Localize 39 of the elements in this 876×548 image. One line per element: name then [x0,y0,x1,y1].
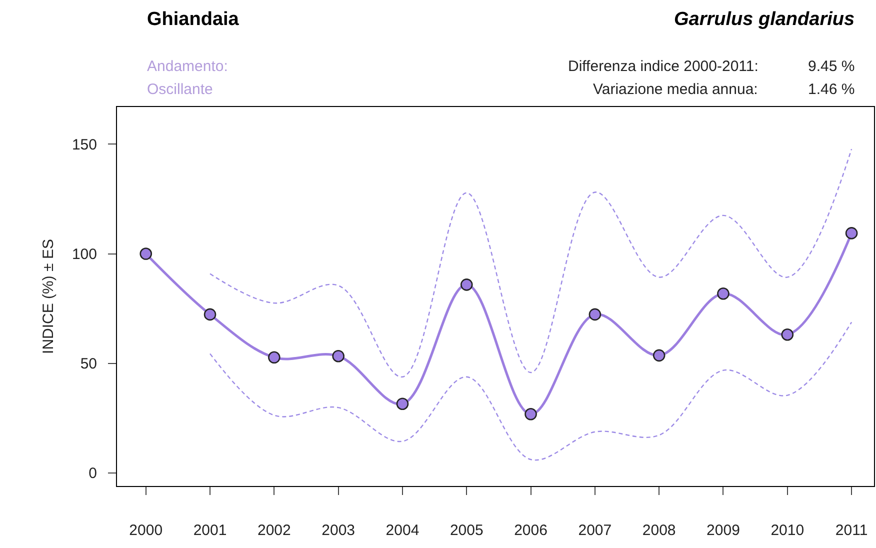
point [140,248,152,260]
point [268,351,280,364]
x-tick-label: 2011 [835,522,868,539]
x-tick-label: 2004 [386,522,420,539]
text: Differenza indice 2000-2011: [568,58,758,75]
x-tick-label: 2010 [770,522,804,539]
point [396,398,409,410]
x-tick-label: 2006 [514,522,548,539]
line-series [209,322,852,461]
x-tick-label: 2003 [322,522,356,539]
text: 9.45 % [808,58,855,75]
x-tick-label: 2008 [642,522,676,539]
point [717,288,730,300]
x-tick-label: 2007 [578,522,612,539]
x-tick-label: 2001 [193,522,227,539]
y-tick-label: 100 [72,246,97,264]
y-tick-label: 0 [88,465,97,482]
point [460,278,473,291]
text: Andamento: [147,58,228,75]
line-series [209,148,852,378]
text: Variazione media annua: [593,81,758,98]
y-axis-title: INDICE (%) ± ES [40,239,58,354]
chart-subtitle: Garrulus glandarius [674,9,855,30]
x-tick-label: 2009 [706,522,740,539]
x-tick-label: 2002 [257,522,291,539]
point [652,349,666,362]
point [204,308,216,321]
point [845,227,858,240]
x-tick-label: 2000 [129,522,163,539]
point [332,350,344,362]
y-tick-label: 150 [72,136,97,154]
text: 1.46 % [808,81,855,98]
chart-title: Ghiandaia [147,9,240,30]
point [781,328,794,341]
y-tick-label: 50 [80,356,97,373]
point [588,308,602,321]
text: Oscillante [147,81,213,98]
point [524,408,537,420]
x-tick-label: 2005 [450,522,484,539]
